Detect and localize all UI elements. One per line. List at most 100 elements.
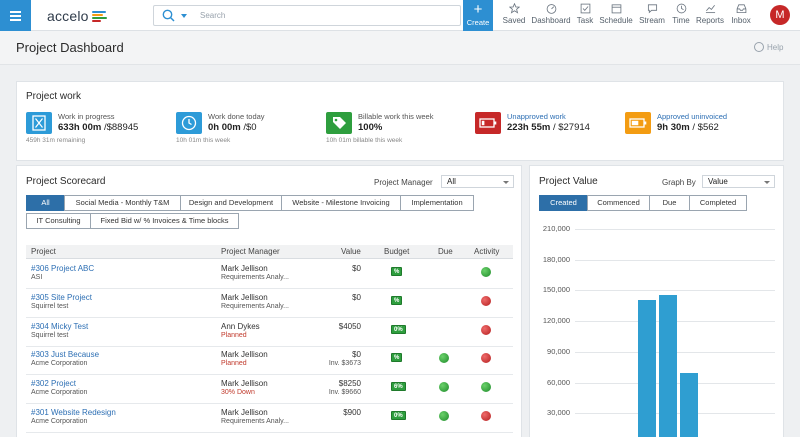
value-bar[interactable] — [638, 300, 656, 437]
col-value[interactable]: Value — [341, 247, 361, 256]
graph-by-select[interactable]: Value — [702, 175, 775, 188]
work-in-progress-metric[interactable]: Work in progress 633h 00m /$88945 459h 3… — [26, 112, 166, 148]
table-row[interactable]: #301 Website Redesign Acme Corporation Mar… — [26, 404, 513, 433]
table-header: Project Project Manager Value Budget Due… — [26, 245, 513, 259]
accelo-logo[interactable]: accelo — [47, 7, 108, 25]
nav-stream[interactable]: Stream — [638, 3, 666, 29]
metric-label: Work done today — [208, 112, 265, 121]
budget-badge[interactable]: 0% — [391, 411, 406, 420]
battery-icon — [475, 112, 501, 134]
manager-status: Requirements Analy... — [221, 303, 289, 310]
nav-time[interactable]: Time — [670, 3, 692, 29]
metric-label: Work in progress — [58, 112, 115, 121]
project-link[interactable]: #301 Website Redesign — [31, 408, 116, 417]
manager-name: Ann Dykes — [221, 322, 260, 331]
activity-status-dot[interactable] — [481, 267, 491, 277]
search-box[interactable] — [153, 5, 461, 26]
col-project[interactable]: Project — [31, 247, 56, 256]
project-manager-select[interactable]: All — [441, 175, 514, 188]
y-tick-label: 180,000 — [542, 254, 570, 264]
select-value: All — [447, 177, 456, 186]
due-status-dot[interactable] — [439, 411, 449, 421]
tab-commenced[interactable]: Commenced — [587, 195, 650, 211]
activity-status-dot[interactable] — [481, 296, 491, 306]
nav-reports[interactable]: Reports — [695, 3, 725, 29]
activity-status-dot[interactable] — [481, 353, 491, 363]
nav-dashboard[interactable]: Dashboard — [530, 3, 572, 29]
hourglass-icon — [26, 112, 52, 134]
tab-all[interactable]: All — [26, 195, 65, 211]
due-status-dot[interactable] — [439, 382, 449, 392]
col-due[interactable]: Due — [438, 247, 453, 256]
col-budget[interactable]: Budget — [384, 247, 410, 256]
user-avatar[interactable]: M — [770, 5, 790, 25]
star-icon — [508, 3, 520, 14]
metric-label[interactable]: Approved uninvoiced — [657, 112, 728, 121]
tab-social-media[interactable]: Social Media - Monthly T&M — [64, 195, 181, 211]
hamburger-menu-button[interactable] — [0, 0, 31, 31]
project-value: $0 — [352, 264, 361, 273]
tab-completed[interactable]: Completed — [689, 195, 747, 211]
nav-saved[interactable]: Saved — [502, 3, 526, 29]
project-link[interactable]: #302 Project — [31, 379, 76, 388]
nav-schedule[interactable]: Schedule — [598, 3, 634, 29]
nav-inbox[interactable]: Inbox — [729, 3, 753, 29]
nav-label: Saved — [502, 16, 526, 25]
tab-design-development[interactable]: Design and Development — [180, 195, 282, 211]
tag-icon — [326, 112, 352, 134]
unapproved-work-metric[interactable]: Unapproved work 223h 55m / $27914 — [475, 112, 615, 148]
budget-badge[interactable]: % — [391, 353, 403, 362]
nav-label: Stream — [639, 16, 665, 25]
project-link[interactable]: #305 Site Project — [31, 293, 92, 302]
approved-uninvoiced-metric[interactable]: Approved uninvoiced 9h 30m / $562 — [625, 112, 765, 148]
project-value: $900 — [343, 408, 361, 417]
metric-label[interactable]: Unapproved work — [507, 112, 566, 121]
nav-task[interactable]: Task — [575, 3, 595, 29]
help-link[interactable]: Help — [754, 42, 783, 52]
metric-value: 223h 55m / $27914 — [507, 122, 590, 133]
tab-website-milestone[interactable]: Website - Milestone Invoicing — [281, 195, 401, 211]
billable-work-metric[interactable]: Billable work this week 100% 10h 01m bil… — [326, 112, 476, 148]
project-client: Acme Corporation — [31, 360, 88, 367]
work-done-today-metric[interactable]: Work done today 0h 00m /$0 10h 01m this … — [176, 112, 316, 148]
value-bar[interactable] — [659, 295, 677, 437]
project-link[interactable]: #303 Just Because — [31, 350, 100, 359]
budget-badge[interactable]: 0% — [391, 325, 406, 334]
create-button[interactable]: + Create — [463, 0, 493, 31]
select-value: Value — [708, 177, 728, 186]
project-client: ASI — [31, 274, 43, 281]
scorecard-title: Project Scorecard — [26, 176, 106, 187]
clock-icon — [176, 112, 202, 134]
table-row[interactable]: #304 Micky Test Squirrel test Ann Dykes Pla… — [26, 318, 513, 347]
due-status-dot[interactable] — [439, 353, 449, 363]
nav-label: Task — [576, 16, 594, 25]
tab-fixed-bid[interactable]: Fixed Bid w/ % Invoices & Time blocks — [90, 213, 239, 229]
budget-badge[interactable]: 6% — [391, 382, 406, 391]
search-icon[interactable] — [162, 9, 175, 22]
y-tick-label: 90,000 — [547, 346, 570, 356]
checkbox-icon — [580, 3, 590, 14]
tab-implementation[interactable]: Implementation — [400, 195, 474, 211]
activity-status-dot[interactable] — [481, 411, 491, 421]
col-project-manager[interactable]: Project Manager — [221, 247, 280, 256]
chevron-down-icon[interactable] — [181, 14, 187, 18]
activity-status-dot[interactable] — [481, 382, 491, 392]
table-row[interactable]: #303 Just Because Acme Corporation Mark Je… — [26, 346, 513, 375]
tab-it-consulting[interactable]: IT Consulting — [26, 213, 91, 229]
table-row[interactable]: #306 Project ABC ASI Mark Jellison Requirem… — [26, 260, 513, 289]
search-input[interactable] — [200, 9, 450, 22]
table-row[interactable]: #305 Site Project Squirrel test Mark Jelli… — [26, 289, 513, 318]
value-bar[interactable] — [680, 373, 698, 437]
chart-icon — [705, 5, 715, 14]
project-link[interactable]: #306 Project ABC — [31, 264, 95, 273]
tab-due[interactable]: Due — [649, 195, 690, 211]
project-link[interactable]: #304 Micky Test — [31, 322, 89, 331]
tab-created[interactable]: Created — [539, 195, 588, 211]
col-activity[interactable]: Activity — [474, 247, 500, 256]
table-row[interactable]: #302 Project Acme Corporation Mark Jelliso… — [26, 375, 513, 404]
activity-status-dot[interactable] — [481, 325, 491, 335]
budget-badge[interactable]: % — [391, 296, 403, 305]
metric-sub: 10h 01m billable this week — [326, 137, 403, 144]
budget-badge[interactable]: % — [391, 267, 403, 276]
nav-label: Schedule — [599, 16, 633, 25]
